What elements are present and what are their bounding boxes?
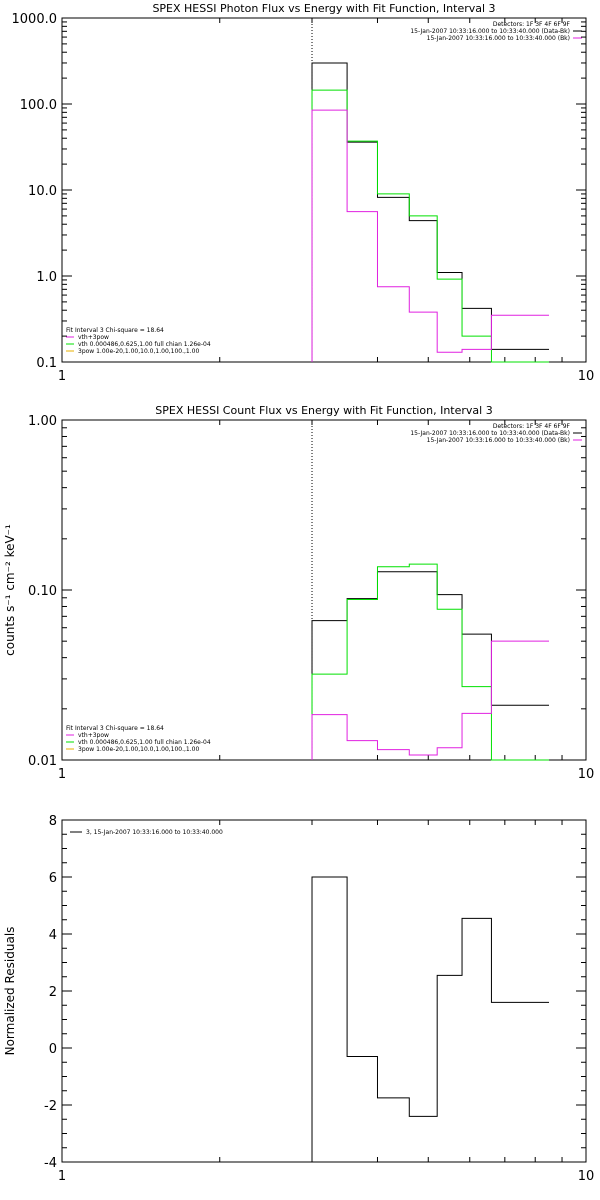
fit-text: Fit Interval 3 Chi-square = 18.64 bbox=[66, 327, 164, 334]
y-tick-label: 0.01 bbox=[28, 754, 57, 769]
x-tick-label: 10 bbox=[578, 369, 595, 384]
y-tick-label: 0.1 bbox=[36, 356, 57, 371]
y-tick-label: 0 bbox=[49, 1042, 57, 1057]
x-tick-label: 1 bbox=[58, 767, 66, 782]
y-tick-label: 0.10 bbox=[28, 584, 57, 599]
y-axis-label: Normalized Residuals bbox=[3, 927, 17, 1056]
info-text: 15-Jan-2007 10:33:16.000 to 10:33:40.000… bbox=[427, 35, 570, 42]
y-tick-label: 100.0 bbox=[20, 98, 57, 113]
fit-text: vth+3pow bbox=[78, 334, 109, 341]
x-tick-label: 1 bbox=[58, 369, 66, 384]
info-text: 15-Jan-2007 10:33:16.000 to 10:33:40.000… bbox=[427, 437, 570, 444]
fit-text: vth+3pow bbox=[78, 732, 109, 739]
fit-text: Fit Interval 3 Chi-square = 18.64 bbox=[66, 725, 164, 732]
chart-title: SPEX HESSI Count Flux vs Energy with Fit… bbox=[155, 404, 492, 417]
plot-frame bbox=[61, 819, 587, 1163]
legend-text: 3, 15-Jan-2007 10:33:16.000 to 10:33:40.… bbox=[86, 829, 223, 836]
plot-frame bbox=[61, 419, 587, 761]
y-tick-label: -2 bbox=[44, 1099, 57, 1114]
x-tick-label: 1 bbox=[58, 1169, 66, 1184]
series-line-3 bbox=[311, 640, 550, 760]
info-text: Detectors: 1F 3F 4F 6F 9F bbox=[493, 21, 571, 28]
fit-text: 3pow 1.00e-20,1.00,10.0,1.00,100.,1.00 bbox=[78, 348, 199, 355]
chart-panel-2: SPEX HESSI Count Flux vs Energy with Fit… bbox=[3, 404, 594, 782]
chart-title: SPEX HESSI Photon Flux vs Energy with Fi… bbox=[152, 2, 495, 15]
y-tick-label: 8 bbox=[49, 814, 57, 829]
x-tick-label: 10 bbox=[578, 1169, 595, 1184]
plot-frame bbox=[61, 17, 587, 363]
y-tick-label: -4 bbox=[44, 1156, 57, 1171]
fit-text: vth 0.000486,0.625,1.00 full chian 1.26e… bbox=[78, 341, 211, 348]
series-line-1 bbox=[311, 876, 550, 1162]
y-tick-label: 1.0 bbox=[36, 270, 57, 285]
series-line-3 bbox=[311, 109, 550, 362]
info-text: Detectors: 1F 3F 4F 6F 9F bbox=[493, 423, 571, 430]
x-tick-label: 10 bbox=[578, 767, 595, 782]
y-tick-label: 6 bbox=[49, 871, 57, 886]
chart-panel-3: 1 10 -4 -2 0 2 4 6 8 Normalized Residuals 3, 15-Ja… bbox=[3, 814, 594, 1184]
y-tick-label: 10.0 bbox=[28, 184, 57, 199]
chart-panel-1: SPEX HESSI Photon Flux vs Energy with Fi… bbox=[12, 2, 595, 384]
y-tick-label: 1.00 bbox=[28, 414, 57, 429]
y-axis-label: counts s⁻¹ cm⁻² keV⁻¹ bbox=[3, 524, 17, 656]
series-line-2 bbox=[311, 563, 550, 761]
y-tick-label: 2 bbox=[49, 985, 57, 1000]
info-text: 15-Jan-2007 10:33:16.000 to 10:33:40.000… bbox=[410, 28, 570, 35]
fit-text: 3pow 1.00e-20,1.00,10.0,1.00,100.,1.00 bbox=[78, 746, 199, 753]
y-tick-label: 1000.0 bbox=[12, 12, 58, 27]
fit-text: vth 0.000486,0.625,1.00 full chian 1.26e… bbox=[78, 739, 211, 746]
y-tick-label: 4 bbox=[49, 928, 57, 943]
info-text: 15-Jan-2007 10:33:16.000 to 10:33:40.000… bbox=[410, 430, 570, 437]
